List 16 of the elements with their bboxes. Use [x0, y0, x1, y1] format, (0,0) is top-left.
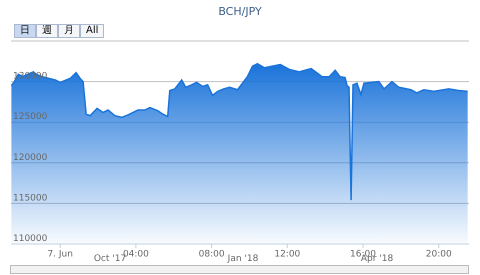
- y-tick-label: 120000: [13, 152, 48, 163]
- x-tick-label: 20:00: [426, 249, 452, 260]
- y-tick-label: 125000: [13, 112, 48, 122]
- x-tick-label: 12:00: [274, 249, 301, 260]
- range-button: All: [80, 24, 104, 38]
- text: Jan '18: [228, 254, 258, 264]
- y-tick-label: 115000: [13, 193, 48, 204]
- y-tick-label: 110000: [13, 234, 48, 244]
- x-tick-label: 7. Jun: [47, 249, 73, 260]
- range-button: 月: [58, 24, 80, 38]
- chart-title: BCH/JPY: [217, 5, 263, 18]
- text: Oct '17: [94, 254, 126, 264]
- range-button: 週: [36, 24, 58, 38]
- range-button: 日: [14, 24, 36, 38]
- x-tick-label: 08:00: [198, 249, 225, 260]
- text: Apr '18: [360, 254, 394, 264]
